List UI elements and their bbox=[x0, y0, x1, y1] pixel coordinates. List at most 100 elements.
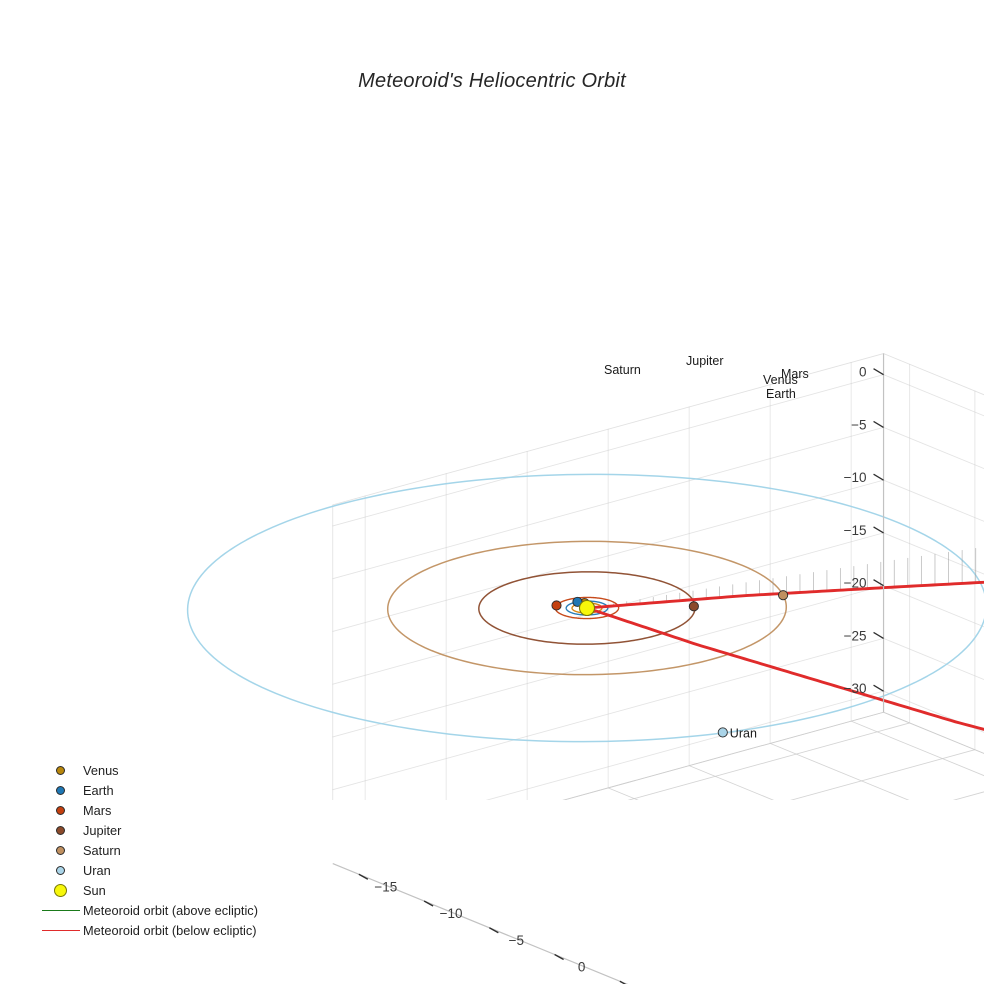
legend-item[interactable]: Uran bbox=[38, 860, 338, 880]
legend-marker-jupiter-icon bbox=[56, 825, 65, 835]
floor-gridline bbox=[527, 810, 971, 984]
back-wall-gridline bbox=[883, 637, 984, 681]
floor-gridline bbox=[365, 855, 809, 984]
legend-key-marker bbox=[38, 805, 83, 815]
y-tick-label: −15 bbox=[374, 879, 397, 894]
legend-key-marker bbox=[38, 785, 83, 795]
legend-marker-uran-icon bbox=[56, 865, 65, 875]
legend-item[interactable]: Venus bbox=[38, 760, 338, 780]
floor-gridline bbox=[769, 742, 910, 800]
legend-item[interactable]: Jupiter bbox=[38, 820, 338, 840]
meteoroid-branch-lower bbox=[585, 606, 984, 731]
legend-item[interactable]: Sun bbox=[38, 880, 338, 900]
meteoroid-branch-upper bbox=[585, 580, 984, 610]
left-wall-gridline bbox=[332, 374, 884, 527]
orbit-uran bbox=[186, 473, 984, 743]
z-tick-label: −25 bbox=[844, 628, 867, 643]
legend-marker-mars-icon bbox=[56, 805, 65, 815]
legend-item[interactable]: Earth bbox=[38, 780, 338, 800]
floor-gridline bbox=[790, 749, 976, 800]
planet-marker-jupiter bbox=[688, 601, 699, 612]
legend-key-marker bbox=[38, 865, 83, 875]
legend-item[interactable]: Mars bbox=[38, 800, 338, 820]
planet-marker-mars bbox=[551, 600, 562, 611]
legend-label: Mars bbox=[83, 802, 112, 818]
legend-key-line bbox=[38, 909, 83, 911]
legend-marker-sun-icon bbox=[54, 883, 67, 897]
y-axis-tick bbox=[554, 953, 564, 961]
y-axis-tick bbox=[423, 900, 434, 907]
legend-label: Earth bbox=[83, 782, 114, 798]
legend-item[interactable]: Saturn bbox=[38, 840, 338, 860]
planet-label-earth: Earth bbox=[766, 387, 796, 401]
z-axis-tick bbox=[873, 420, 884, 428]
back-wall-gridline bbox=[883, 532, 984, 575]
planet-label-venus: Venus bbox=[763, 373, 798, 387]
z-tick-label: −10 bbox=[844, 470, 867, 485]
floor-gridline bbox=[688, 765, 775, 800]
back-wall-gridline bbox=[883, 426, 984, 470]
left-wall-gridline bbox=[332, 479, 884, 632]
back-wall-gridline bbox=[883, 479, 984, 522]
legend-item[interactable]: Meteoroid orbit (below ecliptic) bbox=[38, 920, 338, 940]
z-tick-label: −20 bbox=[844, 576, 867, 591]
left-wall-gridline bbox=[332, 585, 884, 738]
y-axis-spine bbox=[332, 862, 629, 984]
x-axis-spine bbox=[776, 894, 984, 984]
z-tick-label: −15 bbox=[844, 523, 867, 538]
orbit-jupiter bbox=[478, 571, 696, 645]
legend-item[interactable]: Meteoroid orbit (above ecliptic) bbox=[38, 900, 338, 920]
planet-marker-sun bbox=[578, 599, 596, 617]
legend-label: Jupiter bbox=[83, 822, 122, 838]
left-wall-gridline bbox=[485, 690, 884, 800]
legend-marker-saturn-icon bbox=[56, 845, 65, 855]
floor-gridline bbox=[850, 720, 984, 777]
legend: Venus Earth Mars Jupiter Saturn Uran Sun Meteor… bbox=[38, 760, 338, 940]
legend-key-marker bbox=[38, 883, 83, 897]
chart-title: Meteoroid's Heliocentric Orbit bbox=[358, 70, 626, 92]
legend-line-swatch-icon bbox=[41, 929, 80, 931]
back-wall-edge bbox=[883, 353, 984, 754]
y-axis-tick bbox=[489, 927, 499, 934]
y-tick-label: −5 bbox=[509, 933, 524, 948]
legend-label: Sun bbox=[83, 882, 106, 898]
y-tick-label: 0 bbox=[578, 960, 586, 975]
floor-gridline bbox=[607, 787, 639, 800]
z-axis-tick bbox=[873, 473, 884, 481]
floor-gridline bbox=[620, 830, 984, 981]
legend-label: Meteoroid orbit (below ecliptic) bbox=[83, 922, 257, 938]
legend-key-marker bbox=[38, 765, 83, 775]
z-axis-tick bbox=[873, 684, 884, 692]
left-wall-gridline bbox=[332, 426, 884, 580]
z-axis-tick bbox=[873, 368, 884, 376]
back-wall-gridline bbox=[883, 585, 984, 628]
legend-marker-venus-icon bbox=[56, 765, 65, 775]
legend-marker-earth-icon bbox=[56, 785, 65, 795]
floor-gridline bbox=[685, 857, 984, 984]
legend-key-marker bbox=[38, 825, 83, 835]
back-wall-gridline bbox=[883, 374, 984, 417]
planet-label-jupiter: Jupiter bbox=[686, 354, 724, 368]
legend-label: Meteoroid orbit (above ecliptic) bbox=[83, 902, 258, 918]
legend-line-swatch-icon bbox=[41, 909, 80, 911]
z-tick-label: 0 bbox=[859, 365, 867, 380]
planet-label-uran: Uran bbox=[730, 726, 757, 740]
z-tick-label: −5 bbox=[851, 417, 866, 432]
orbit-saturn bbox=[386, 540, 788, 676]
floor-gridline bbox=[555, 803, 984, 954]
left-wall-gridline bbox=[332, 637, 884, 791]
floor-gridline bbox=[446, 832, 890, 984]
y-tick-label: −10 bbox=[440, 906, 463, 921]
planet-marker-saturn bbox=[778, 590, 789, 601]
legend-key-marker bbox=[38, 845, 83, 855]
z-axis-tick bbox=[873, 579, 884, 587]
y-axis-tick bbox=[358, 873, 369, 880]
z-tick-label: −30 bbox=[844, 681, 867, 696]
z-axis-tick bbox=[873, 526, 884, 534]
legend-label: Venus bbox=[83, 762, 119, 778]
legend-label: Saturn bbox=[83, 842, 121, 858]
planet-label-mars: Mars bbox=[781, 367, 809, 381]
z-axis-tick bbox=[873, 631, 884, 639]
legend-label: Uran bbox=[83, 862, 111, 878]
